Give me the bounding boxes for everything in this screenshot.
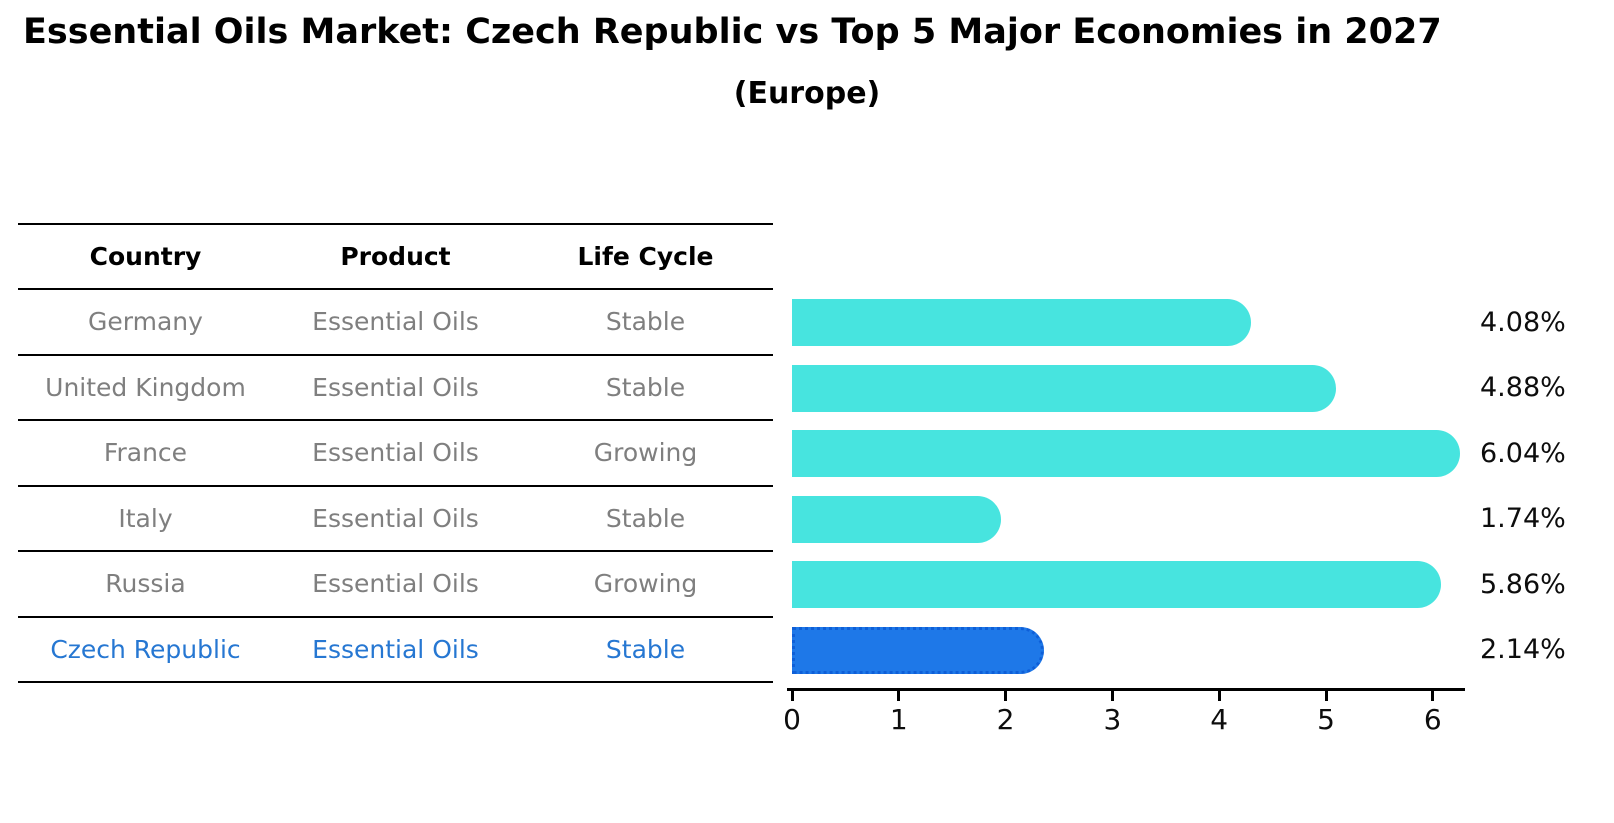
country-table: Country Product Life Cycle Germany Essent… [18, 223, 773, 683]
x-tick-label-4: 4 [1210, 703, 1229, 736]
x-tick-1 [897, 691, 901, 701]
cell-product: Essential Oils [312, 569, 479, 599]
cell-country: Russia [105, 569, 186, 599]
table-row-italy: Italy Essential Oils Stable [18, 487, 773, 552]
value-label-france: 6.04% [1480, 437, 1566, 469]
x-tick-4 [1217, 691, 1221, 701]
cell-product: Essential Oils [312, 503, 479, 533]
x-tick-label-2: 2 [996, 703, 1015, 736]
x-tick-label-6: 6 [1423, 703, 1442, 736]
x-tick-label-1: 1 [889, 703, 908, 736]
cell-lifecycle: Stable [605, 307, 686, 337]
cell-lifecycle: Stable [605, 634, 686, 664]
table-body: Germany Essential Oils Stable United Kingdo… [18, 290, 773, 683]
x-tick-label-3: 3 [1103, 703, 1122, 736]
x-tick-label-0: 0 [783, 703, 801, 736]
table-header-lifecycle: Life Cycle [577, 242, 714, 271]
x-tick-5 [1324, 691, 1328, 701]
value-label-italy: 1.74% [1480, 503, 1566, 535]
table-row-germany: Germany Essential Oils Stable [18, 290, 773, 356]
cell-lifecycle: Stable [605, 372, 686, 402]
table-header-product: Product [340, 242, 451, 271]
bar-united-kingdom [792, 364, 1337, 412]
bar-russia [792, 561, 1441, 609]
value-label-czech-republic: 2.14% [1480, 634, 1566, 666]
cell-lifecycle: Stable [605, 503, 686, 533]
bar-italy [792, 495, 1001, 543]
value-label-united-kingdom: 4.88% [1480, 372, 1566, 404]
cell-country: Italy [118, 503, 173, 533]
x-tick-3 [1110, 691, 1114, 701]
chart-subtitle: (Europe) [733, 76, 881, 111]
x-tick-0 [790, 691, 794, 701]
cell-lifecycle: Growing [593, 569, 698, 599]
bar-germany [792, 299, 1251, 347]
x-tick-6 [1431, 691, 1435, 701]
chart-title: Essential Oils Market: Czech Republic vs… [23, 12, 1442, 52]
table-row-russia: Russia Essential Oils Growing [18, 552, 773, 618]
cell-product: Essential Oils [312, 372, 479, 402]
table-row-france: France Essential Oils Growing [18, 421, 773, 487]
cell-country: France [103, 438, 188, 468]
table-row-czech-republic: Czech Republic Essential Oils Stable [18, 618, 773, 683]
bar-czech-republic [792, 626, 1044, 674]
cell-country: Germany [88, 307, 203, 337]
table-row-united-kingdom: United Kingdom Essential Oils Stable [18, 356, 773, 421]
table-header-row: Country Product Life Cycle [18, 223, 773, 290]
value-label-russia: 5.86% [1480, 568, 1566, 600]
bar-france [792, 430, 1461, 478]
cell-country: United Kingdom [45, 372, 246, 402]
x-tick-2 [1004, 691, 1008, 701]
cell-country: Czech Republic [50, 634, 241, 664]
value-label-germany: 4.08% [1480, 306, 1566, 338]
cell-product: Essential Oils [312, 438, 479, 468]
cell-product: Essential Oils [312, 634, 479, 664]
x-tick-label-5: 5 [1317, 703, 1335, 736]
cell-lifecycle: Growing [593, 438, 698, 468]
x-axis-line [787, 688, 1465, 691]
table-header-country: Country [89, 242, 202, 271]
cell-product: Essential Oils [312, 307, 479, 337]
